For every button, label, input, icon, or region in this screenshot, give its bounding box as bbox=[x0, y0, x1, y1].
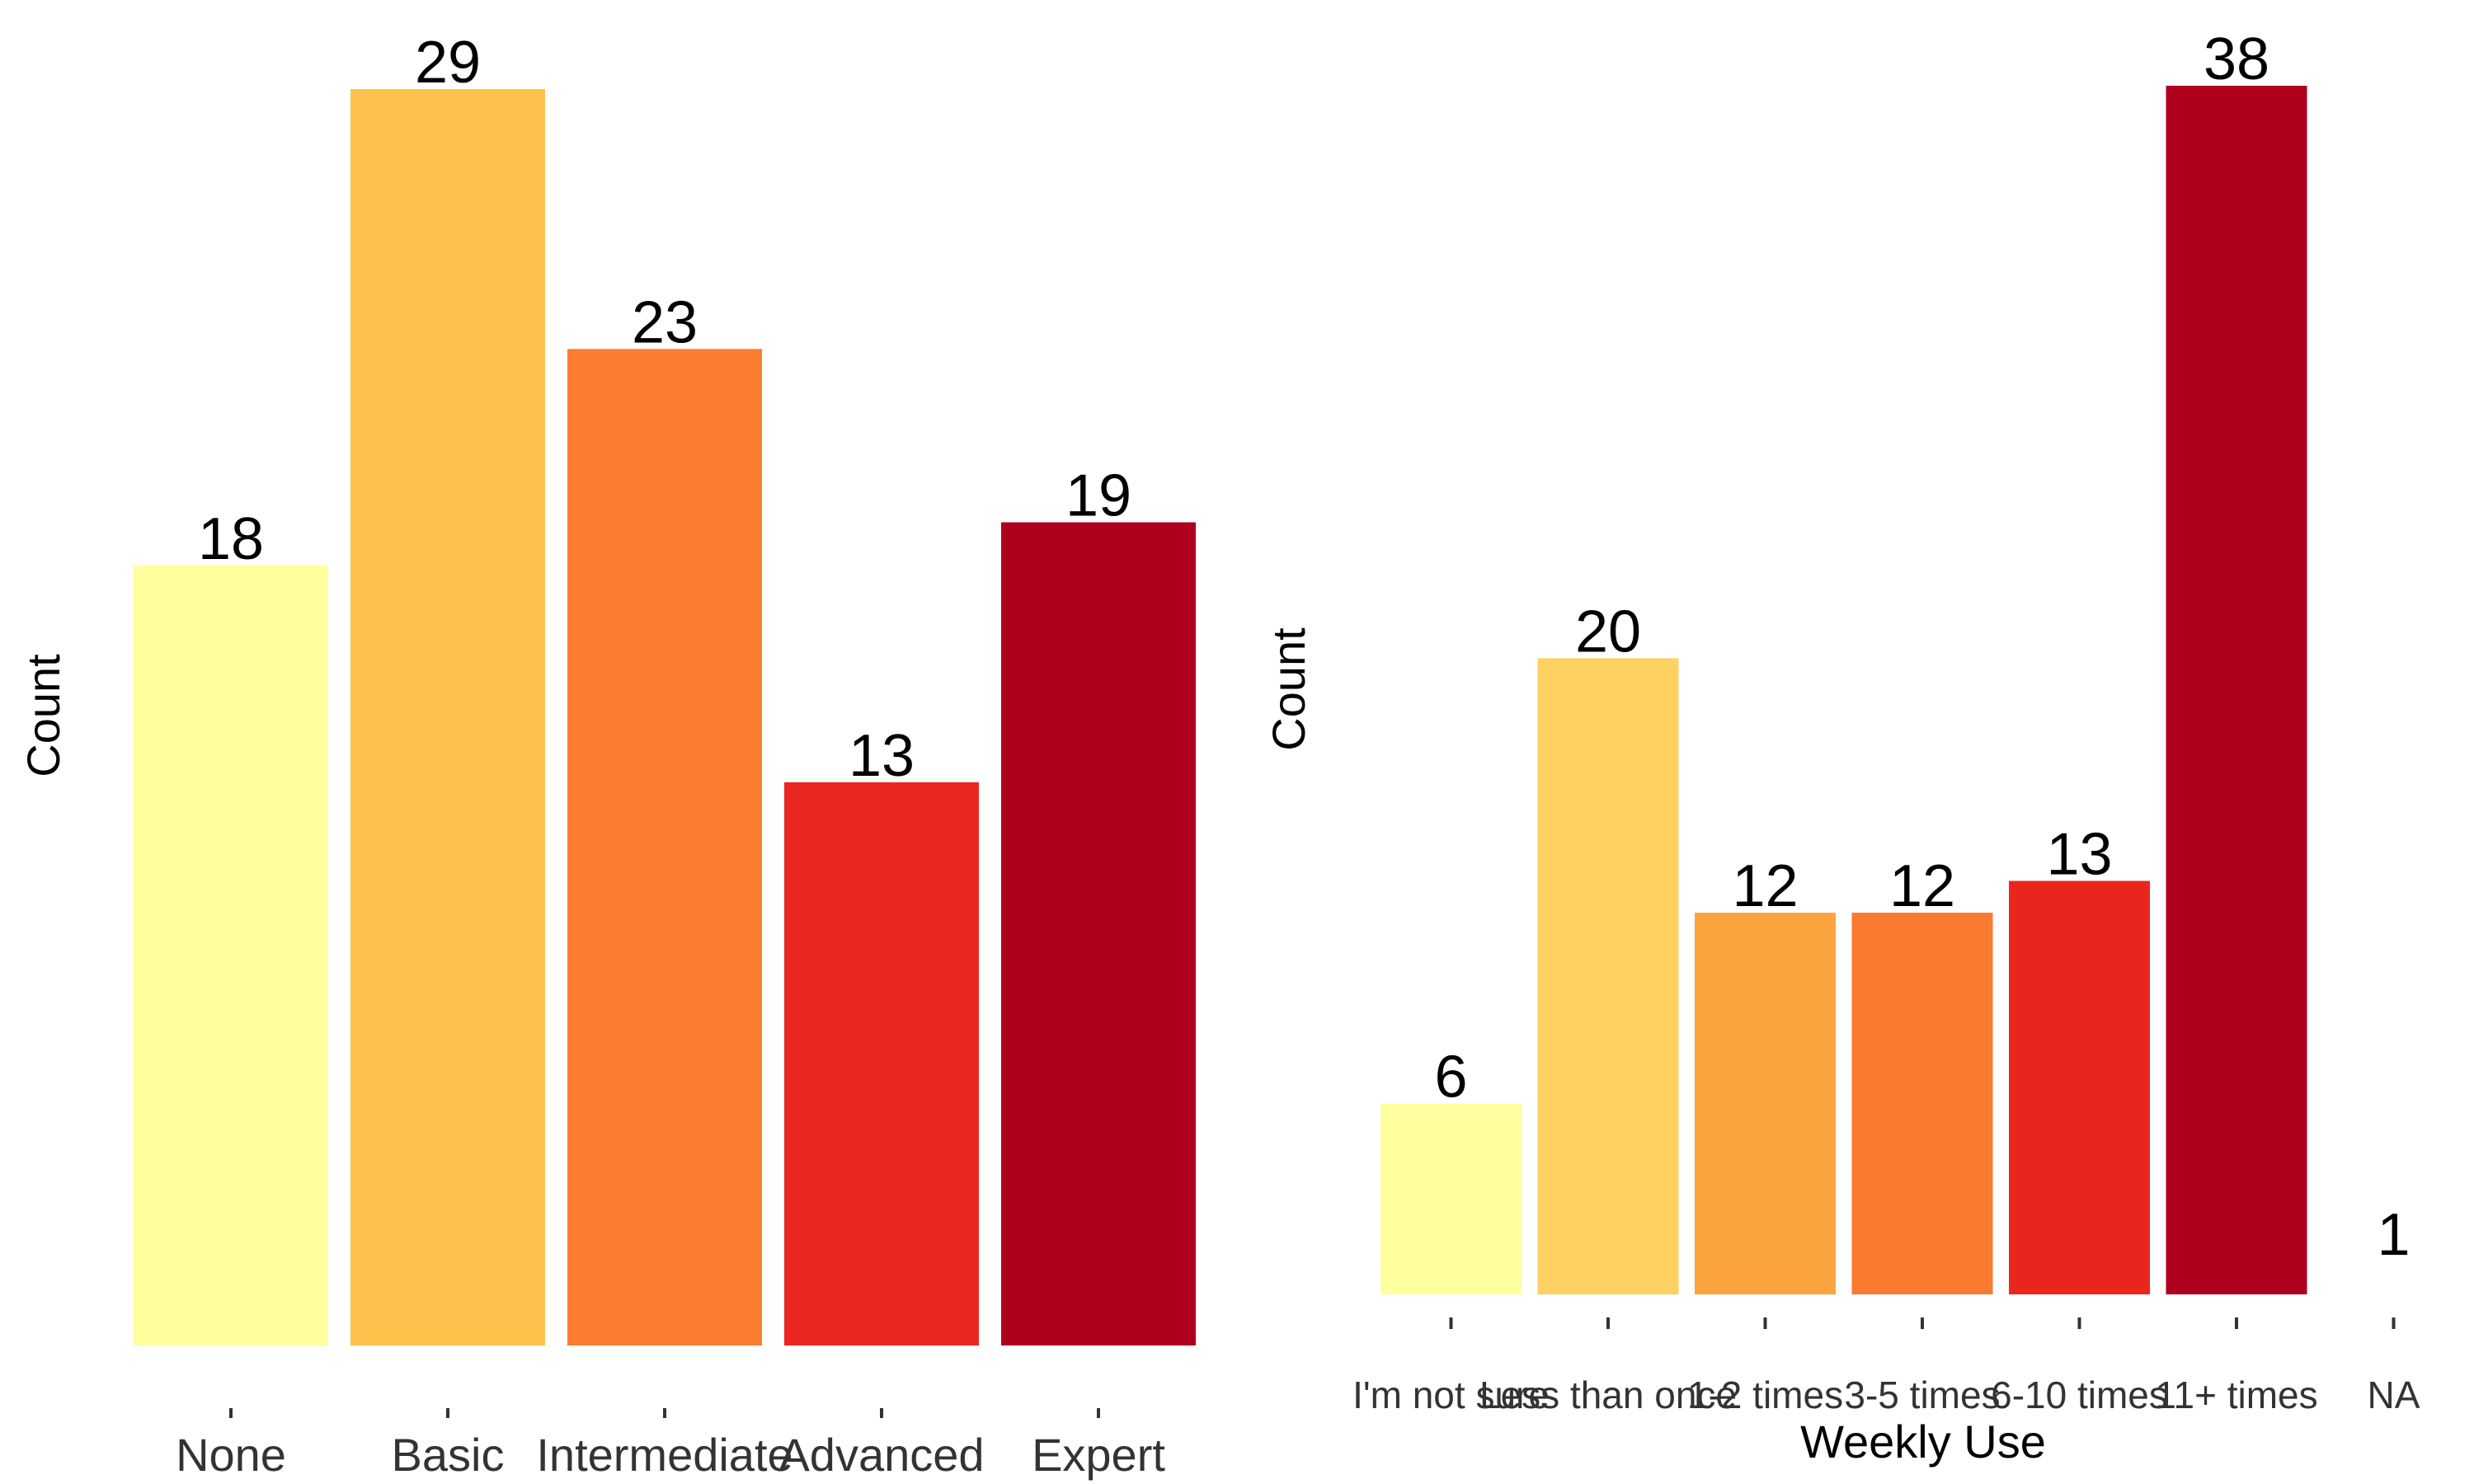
chart-1-tick-label-none: None bbox=[176, 1429, 286, 1481]
chart-2-x-axis-label: Weekly Use bbox=[1800, 1416, 2046, 1468]
chart-1-bar-basic bbox=[350, 89, 545, 1345]
chart-1-y-axis-label: Count bbox=[17, 654, 69, 777]
chart-2-value-label-11-times: 38 bbox=[2204, 26, 2269, 92]
chart-2-value-label-i-m-not-sure: 6 bbox=[1434, 1045, 1467, 1111]
chart-2-tick-label-11-times: 11+ times bbox=[2155, 1374, 2317, 1416]
chart-1-tick-label-basic: Basic bbox=[392, 1429, 505, 1481]
chart-2-tick-label-3-5-times: 3-5 times bbox=[1844, 1374, 2000, 1416]
chart-2-bar-6-10-times bbox=[2009, 881, 2150, 1294]
chart-1-value-label-intermediate: 23 bbox=[632, 289, 698, 355]
chart-1-bar-intermediate bbox=[567, 349, 762, 1346]
chart-1-bar-expert bbox=[1001, 522, 1196, 1345]
chart-2-bar-less-than-once bbox=[1537, 658, 1679, 1294]
chart-1-tick-label-intermediate: Intermediate bbox=[536, 1429, 793, 1481]
chart-1-value-label-none: 18 bbox=[198, 506, 264, 572]
chart-1-bar-advanced bbox=[784, 782, 979, 1345]
chart-1-value-label-expert: 19 bbox=[1065, 463, 1131, 529]
chart-2-value-label-6-10-times: 13 bbox=[2046, 821, 2112, 887]
chart-2-bar-i-m-not-sure bbox=[1380, 1103, 1522, 1294]
chart-2-y-axis-label: Count bbox=[1263, 627, 1315, 751]
chart-skill-level: Count 18 None 29 Basic 23 Intermediate 13 Advan… bbox=[17, 30, 1196, 1481]
chart-2-bar-1-2-times bbox=[1695, 913, 1836, 1294]
chart-1-bar-none bbox=[134, 566, 328, 1345]
chart-2-value-label-na: 1 bbox=[2377, 1202, 2410, 1268]
chart-1-value-label-advanced: 13 bbox=[849, 723, 915, 789]
chart-weekly-use: Count Weekly Use 6 I'm not sure 20 Less tha… bbox=[1263, 26, 2420, 1468]
chart-2-bar-11-times bbox=[2166, 86, 2307, 1294]
chart-1-value-label-basic: 29 bbox=[415, 30, 481, 96]
chart-2-tick-label-i-m-not-sure: I'm not sure bbox=[1352, 1374, 1550, 1416]
chart-2-tick-label-1-2-times: 1-2 times bbox=[1687, 1374, 1843, 1416]
chart-2-value-label-less-than-once: 20 bbox=[1575, 599, 1641, 665]
chart-2-tick-label-6-10-times: 6-10 times bbox=[1991, 1374, 2168, 1416]
chart-2-tick-label-less-than-once: Less than once bbox=[1479, 1374, 1737, 1416]
chart-2-bar-3-5-times bbox=[1851, 913, 1993, 1294]
chart-2-value-label-3-5-times: 12 bbox=[1889, 853, 1955, 919]
chart-2-tick-label-na: NA bbox=[2368, 1374, 2420, 1416]
chart-2-value-label-1-2-times: 12 bbox=[1732, 853, 1798, 919]
chart-1-tick-label-advanced: Advanced bbox=[778, 1429, 984, 1481]
chart-1-tick-label-expert: Expert bbox=[1032, 1429, 1165, 1481]
